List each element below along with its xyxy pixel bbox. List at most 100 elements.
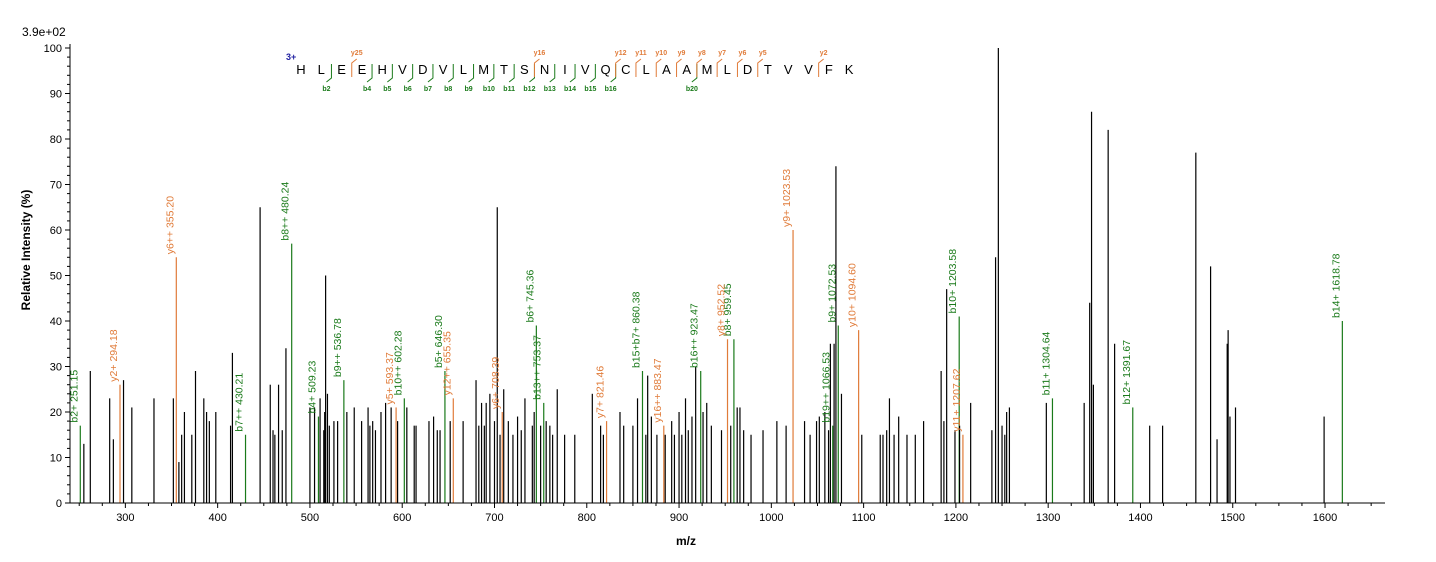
y-ion-marker-label: y9 — [678, 50, 686, 57]
b-ion-marker — [508, 64, 515, 83]
sequence-residue: I — [563, 62, 567, 77]
b-ion-label: b8+ 959.45 — [722, 283, 734, 336]
sequence-residue: H — [296, 62, 305, 77]
sequence-residue: E — [358, 62, 367, 77]
b-ion-label: b6+ 745.36 — [524, 270, 536, 323]
b-ion-marker — [488, 64, 495, 83]
b-ion-marker — [610, 64, 617, 83]
sequence-residue: V — [804, 62, 813, 77]
b-ion-marker — [326, 64, 332, 83]
x-tick-label: 900 — [670, 512, 688, 524]
sequence-residue: D — [743, 62, 752, 77]
y-ion-label: y11+ 1207.62 — [951, 368, 963, 431]
sequence-residue: E — [337, 62, 346, 77]
b-ion-marker-label: b16 — [605, 86, 617, 93]
y-ion-marker — [696, 58, 703, 77]
sequence-residue: V — [398, 62, 407, 77]
y-ion-label: y9+ 1023.53 — [781, 169, 793, 227]
b-ion-marker-label: b15 — [584, 86, 596, 93]
y-ion-marker — [351, 58, 358, 77]
y-ion-marker-label: y8 — [698, 50, 706, 57]
y-ion-marker-label: y2 — [820, 50, 828, 57]
b-ion-label: b5+ 646.30 — [433, 315, 445, 368]
y-ion-marker — [635, 58, 642, 77]
b-ion-marker-label: b14 — [564, 86, 576, 93]
y-ion-marker — [716, 58, 723, 77]
y-ion-marker — [655, 58, 662, 77]
b-ion-marker — [691, 64, 698, 83]
b-ion-marker — [549, 64, 556, 83]
b-ion-label: b10++ 602.28 — [392, 330, 404, 395]
sequence-residue: M — [702, 62, 713, 77]
sequence-residue: V — [439, 62, 448, 77]
b-ion-marker-label: b20 — [686, 86, 698, 93]
b-ion-label: b4+ 509.23 — [306, 361, 318, 414]
sequence-residue: T — [764, 62, 772, 77]
x-tick-label: 1400 — [1128, 512, 1152, 524]
y-axis-title: Relative Intensity (%) — [19, 190, 33, 311]
b-ion-label: b13++ 753.37 — [532, 335, 544, 400]
y-tick-label: 50 — [50, 271, 62, 283]
peptide-sequence: 3+ H L E E H V D V L M T S N I V Q C L A A M L D T V V F Kb2 b4 b5 b6 b… — [286, 50, 854, 93]
b-ion-marker-label: b13 — [544, 86, 556, 93]
sequence-residue: N — [540, 62, 549, 77]
x-tick-label: 1200 — [944, 512, 968, 524]
b-ion-marker — [387, 64, 393, 83]
b-ion-label: b8++ 480.24 — [280, 182, 292, 241]
b-ion-label: b9++ 536.78 — [332, 318, 344, 377]
sequence-residue: V — [581, 62, 590, 77]
b-ion-marker-label: b11 — [503, 86, 515, 93]
b-ion-marker-label: b5 — [383, 86, 391, 93]
y-tick-label: 100 — [44, 43, 62, 55]
b-ion-marker — [468, 64, 475, 83]
y-tick-label: 30 — [50, 362, 62, 374]
y-ion-label: y7+ 821.46 — [595, 366, 607, 418]
b-ion-marker-label: b6 — [404, 86, 412, 93]
b-ion-marker-label: b12 — [523, 86, 535, 93]
y-ion-label: y8+ 952.52 — [716, 284, 728, 336]
y-tick-label: 90 — [50, 89, 62, 101]
y-ion-marker — [533, 58, 540, 77]
y-ion-marker-label: y25 — [351, 50, 363, 57]
x-tick-label: 500 — [301, 512, 319, 524]
sequence-residue: C — [621, 62, 630, 77]
y-ion-marker-label: y5 — [759, 50, 767, 57]
b-ion-label: b2+ 251.15 — [68, 370, 80, 423]
b-ion-marker — [569, 64, 576, 83]
sequence-residue: Q — [600, 62, 610, 77]
y-ion-label: y12++ 655.35 — [441, 331, 453, 395]
b-ion-marker-label: b8 — [444, 86, 452, 93]
b-ion-label: b12+ 1391.67 — [1121, 340, 1133, 405]
x-tick-label: 1100 — [852, 512, 876, 524]
b-ion-marker — [447, 64, 454, 83]
b-ion-label: b16++ 923.47 — [689, 303, 701, 368]
y-tick-label: 0 — [56, 498, 62, 510]
axes: 300 400 500 600 700 800 900 1000 1100 1200 1300 140… — [44, 43, 1385, 524]
y-ion-label: y6++ 355.20 — [164, 196, 176, 255]
y-ion-marker-label: y7 — [718, 50, 726, 57]
y-ion-label: y6+ 708.39 — [490, 357, 502, 409]
x-tick-label: 1000 — [759, 512, 783, 524]
max-intensity-label: 3.9e+02 — [22, 25, 66, 39]
y-ion-marker — [676, 58, 682, 77]
y-ion-marker — [818, 58, 824, 77]
sequence-residue: L — [642, 62, 649, 77]
y-ion-marker-label: y11 — [635, 50, 646, 57]
y-ion-marker — [615, 58, 621, 77]
sequence-residue: M — [478, 62, 489, 77]
y-ion-marker-label: y6 — [739, 50, 747, 57]
y-tick-label: 60 — [50, 225, 62, 237]
b-ion-marker-label: b9 — [464, 86, 472, 93]
b-ion-marker-label: b10 — [483, 86, 495, 93]
x-tick-label: 800 — [578, 512, 596, 524]
y-tick-label: 20 — [50, 407, 62, 419]
b-ion-marker — [366, 64, 373, 83]
y-tick-label: 10 — [50, 453, 62, 465]
x-tick-label: 400 — [208, 512, 226, 524]
sequence-residue: H — [378, 62, 387, 77]
b-ion-label: b11+ 1304.64 — [1040, 331, 1052, 395]
b-ion-label: b9+ 1072.53 — [826, 264, 838, 323]
x-tick-label: 600 — [393, 512, 411, 524]
y-ion-marker-label: y12 — [615, 50, 627, 57]
